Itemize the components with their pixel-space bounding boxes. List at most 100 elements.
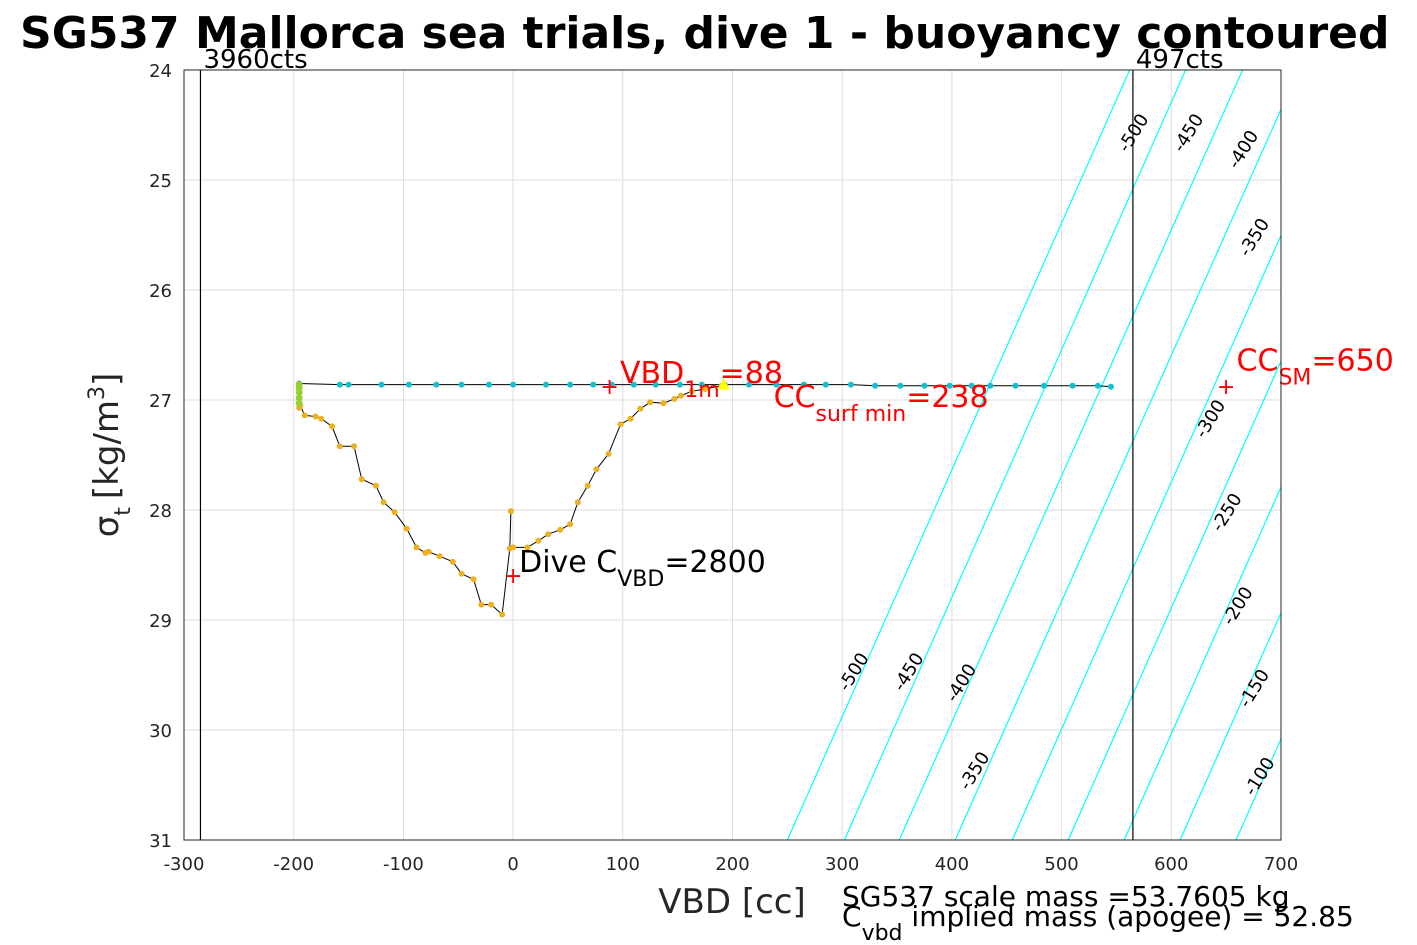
annotation-2-value: =650 [1311,344,1393,379]
contour-line-1 [843,70,1187,840]
dive-point-24 [510,544,517,551]
dive-point-3 [312,413,319,420]
annotation-2-main: CC [1237,344,1279,379]
red-plus-marker-1: + [504,564,522,589]
red-plus-marker-0: + [600,375,618,400]
dive-point-37 [647,399,654,406]
dive-point-27 [545,531,552,538]
climb-point-1 [336,381,343,388]
climb-point-3 [378,381,385,388]
dive-point-4 [318,415,325,422]
chart-title: SG537 Mallorca sea trials, dive 1 - buoy… [20,8,1390,59]
surface-point-3 [295,394,303,402]
climb-point-23 [872,382,879,389]
svg-text:σt[kg/m3]: σt [kg/m3] [85,373,136,538]
annotation-0-main: VBD [620,356,684,391]
climb-line [299,383,1112,388]
dive-point-19 [470,576,477,583]
dive-point-30 [574,499,581,506]
climb-point-22 [847,381,854,388]
dive-point-42 [702,386,709,392]
y-tick-label-0: 24 [149,61,172,82]
dive-point-8 [358,476,365,483]
x-tick-label-5: 200 [715,854,749,875]
annotation-3-main: Dive C [519,545,617,580]
climb-point-19 [773,381,780,388]
dive-point-10 [380,499,387,506]
y-axis-label: σt [kg/m3] [85,373,136,538]
contour-line-4 [1011,233,1281,840]
climb-point-33 [1107,383,1114,390]
x-tick-label-2: -100 [383,854,424,875]
y-axis-unit-exponent: 3 [85,386,110,400]
y-tick-label-6: 30 [149,721,172,742]
climb-point-21 [822,381,829,388]
surface-point-4 [295,399,303,407]
climb-point-31 [1069,382,1076,389]
climb-point-30 [1041,382,1048,389]
x-tick-label-8: 500 [1044,854,1078,875]
footer-implied-mass-rest: implied mass (apogee) = 52.85 [903,900,1354,933]
markers: + + + [295,375,1235,618]
dive-point-32 [593,466,600,473]
contour-line-2 [898,70,1244,840]
annotation-2-sub: SM [1278,366,1311,391]
dive-point-15 [425,548,432,555]
climb-point-16 [698,381,705,388]
annotation-1: CCsurf min=238 [774,380,989,427]
contour-line-7 [1179,611,1281,840]
contour-line-5 [1067,359,1281,840]
dive-point-31 [584,482,591,489]
annotation-0-value: =88 [720,356,783,391]
climb-point-9 [543,381,550,388]
dive-point-6 [336,443,343,450]
dive-point-41 [688,388,695,395]
x-tick-label-3: 0 [507,854,518,875]
annotation-3-sub: VBD [617,567,664,592]
x-tick-label-9: 600 [1154,854,1188,875]
climb-point-14 [652,381,659,388]
x-tick-label-6: 300 [825,854,859,875]
dive-point-9 [372,482,379,489]
climb-point-29 [1012,382,1019,389]
dive-point-26 [535,537,542,544]
climb-point-2 [345,381,352,388]
y-tick-label-1: 25 [149,171,172,192]
dive-point-36 [637,405,644,412]
footer-implied-mass-main: C [842,900,862,933]
climb-point-24 [897,382,904,389]
climb-point-8 [510,381,517,388]
dive-point-25 [524,544,531,551]
red-plus-marker-2: + [1217,375,1235,400]
climb-point-20 [800,381,807,388]
x-tick-label-7: 400 [935,854,969,875]
x-tick-label-10: 700 [1264,854,1298,875]
y-tick-label-5: 29 [149,611,172,632]
contour-line-6 [1123,485,1281,840]
annotation-0-sub: 1m [684,378,719,403]
y-tick-label-3: 27 [149,391,172,412]
contour-lines [786,70,1281,840]
climb-point-28 [987,382,994,389]
climb-point-12 [608,381,615,388]
x-tick-label-1: -200 [273,854,314,875]
dive-point-39 [671,395,678,402]
climb-point-7 [485,381,492,388]
y-tick-label-7: 31 [149,831,172,852]
annotation-3: Dive CVBD=2800 [519,545,766,592]
dive-point-11 [391,509,398,516]
dive-point-38 [660,400,667,407]
y-tick-labels: 24 25 26 27 28 29 30 31 [149,61,172,852]
dive-point-18 [458,570,465,577]
dive-point-22 [499,611,506,618]
annotation-1-sub: surf min [816,402,907,427]
annotation-0: VBD1m=88 [620,356,783,403]
y-tick-label-4: 28 [149,501,172,522]
footer-implied-mass-sub: vbd [862,921,903,945]
dive-point-40 [677,392,684,399]
dive-point-12 [403,525,410,532]
climb-point-18 [745,381,752,388]
dive-point-21 [488,601,495,608]
